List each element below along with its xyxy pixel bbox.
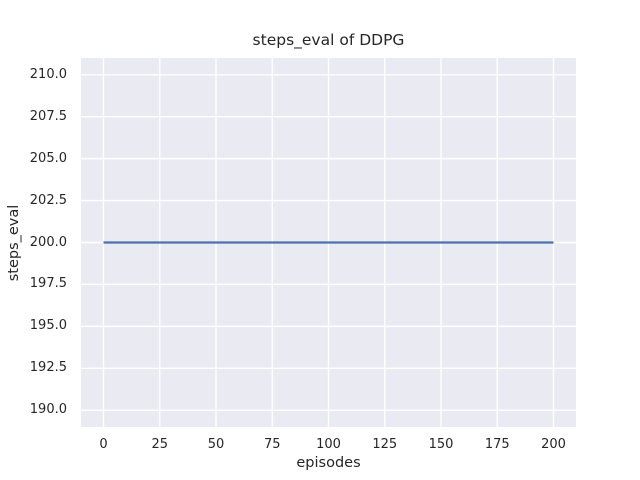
plot-area bbox=[81, 58, 576, 427]
x-tick-label: 50 bbox=[207, 437, 225, 452]
y-tick-label: 210.0 bbox=[29, 66, 67, 82]
plot-canvas bbox=[81, 58, 576, 427]
chart-title: steps_eval of DDPG bbox=[252, 31, 405, 49]
y-tick-label: 195.0 bbox=[29, 318, 67, 334]
x-tick-label: 175 bbox=[484, 437, 510, 452]
x-tick-label: 125 bbox=[372, 437, 398, 452]
x-tick-label: 100 bbox=[316, 437, 341, 452]
x-tick-label: 75 bbox=[263, 437, 281, 452]
x-tick-label: 150 bbox=[428, 437, 454, 452]
y-tick-label: 192.5 bbox=[29, 360, 67, 376]
x-tick-label: 25 bbox=[151, 437, 169, 452]
y-tick-label: 197.5 bbox=[29, 276, 67, 292]
x-axis-label: episodes bbox=[296, 455, 361, 471]
y-tick-label: 200.0 bbox=[29, 234, 67, 250]
y-tick-label: 207.5 bbox=[29, 108, 67, 124]
y-tick-label: 202.5 bbox=[29, 192, 67, 208]
y-tick-label: 190.0 bbox=[29, 402, 67, 418]
y-tick-label: 205.0 bbox=[29, 150, 67, 166]
x-tick-label: 200 bbox=[541, 437, 566, 452]
x-tick-label: 0 bbox=[99, 437, 108, 452]
